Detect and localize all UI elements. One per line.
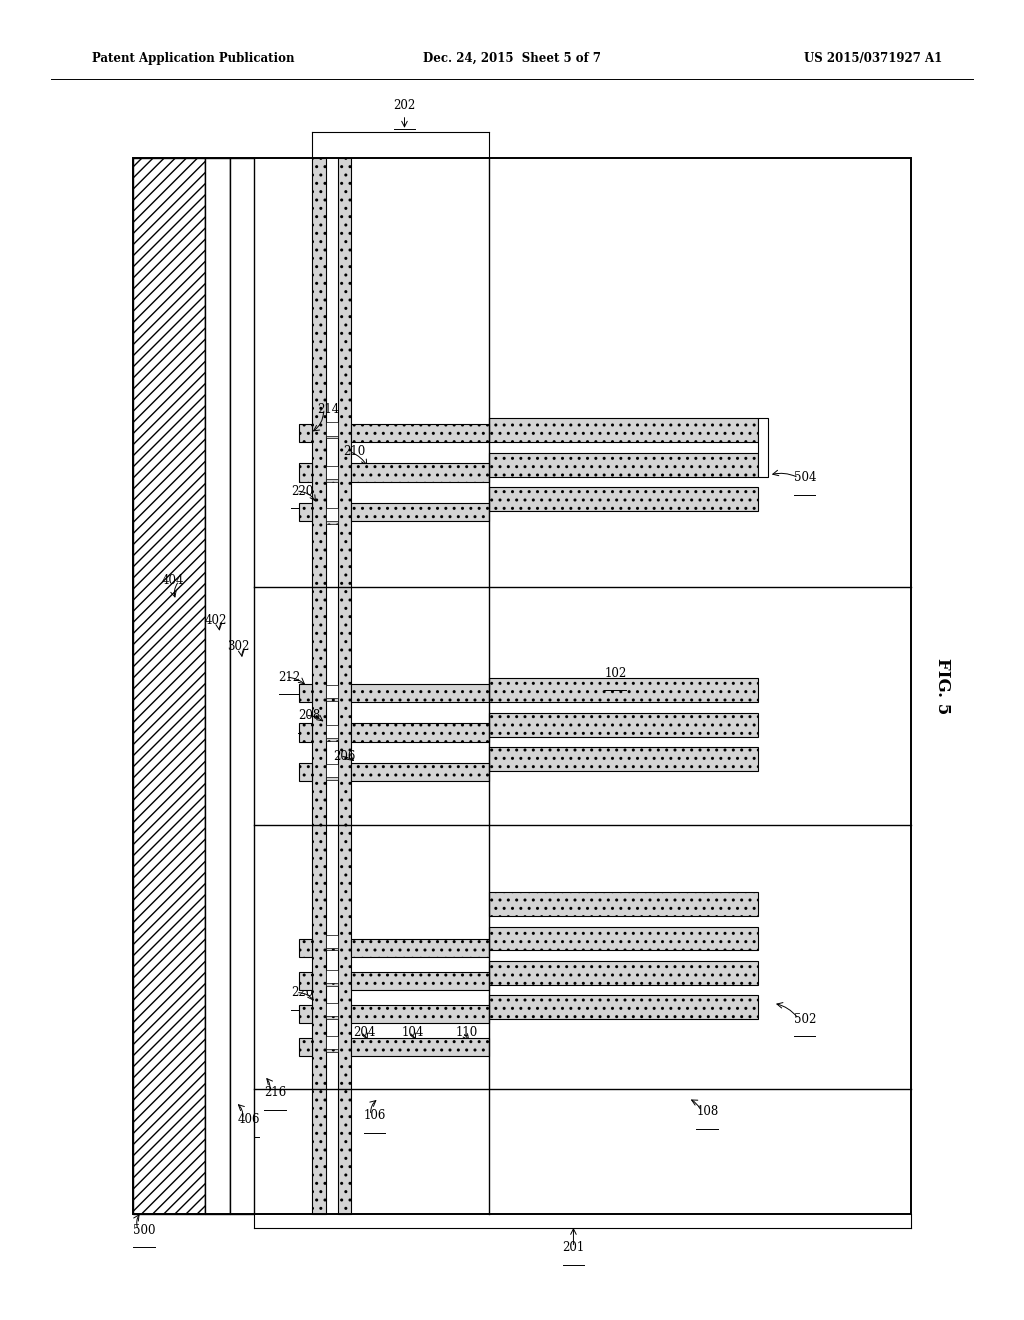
Bar: [326, 466, 338, 479]
Bar: [489, 892, 758, 916]
Bar: [326, 970, 338, 983]
Bar: [299, 723, 312, 742]
Bar: [299, 503, 312, 521]
Text: 202: 202: [393, 99, 416, 112]
Text: 214: 214: [317, 403, 340, 416]
Text: 302: 302: [227, 640, 250, 653]
Text: 108: 108: [696, 1105, 719, 1118]
Bar: [326, 425, 338, 438]
Bar: [351, 684, 489, 702]
Bar: [489, 678, 758, 702]
Bar: [351, 503, 489, 521]
Bar: [326, 1036, 338, 1049]
Bar: [230, 158, 254, 1214]
Text: 206: 206: [333, 750, 355, 763]
Bar: [351, 723, 489, 742]
Bar: [326, 422, 338, 436]
Text: 402: 402: [205, 614, 227, 627]
Text: 102: 102: [604, 667, 627, 680]
Bar: [326, 685, 338, 698]
Bar: [326, 937, 338, 950]
Bar: [299, 463, 312, 482]
Bar: [489, 747, 758, 771]
Bar: [299, 684, 312, 702]
Bar: [489, 713, 758, 737]
Bar: [326, 511, 338, 524]
Bar: [489, 995, 758, 1019]
Text: 104: 104: [401, 1026, 424, 1039]
Bar: [299, 763, 312, 781]
Bar: [351, 463, 489, 482]
Text: 201: 201: [562, 1241, 585, 1254]
Text: Dec. 24, 2015  Sheet 5 of 7: Dec. 24, 2015 Sheet 5 of 7: [423, 51, 601, 65]
Text: 204: 204: [353, 1026, 376, 1039]
Bar: [326, 727, 338, 741]
Bar: [299, 1005, 312, 1023]
Bar: [489, 487, 758, 511]
Bar: [326, 688, 338, 701]
Bar: [312, 158, 326, 1214]
Bar: [133, 158, 911, 1214]
Bar: [338, 158, 351, 1214]
Bar: [351, 763, 489, 781]
Bar: [351, 1038, 489, 1056]
Bar: [299, 939, 312, 957]
Bar: [326, 973, 338, 986]
Text: 210: 210: [343, 445, 366, 458]
Bar: [326, 508, 338, 521]
Bar: [351, 424, 489, 442]
Bar: [326, 1006, 338, 1019]
Bar: [133, 158, 205, 1214]
Bar: [326, 1039, 338, 1052]
Text: 220: 220: [291, 484, 313, 498]
Bar: [205, 158, 230, 1214]
Bar: [758, 418, 768, 477]
Bar: [489, 418, 758, 442]
Bar: [299, 1038, 312, 1056]
Bar: [489, 961, 758, 985]
Text: 216: 216: [264, 1086, 287, 1100]
Text: 406: 406: [238, 1113, 260, 1126]
Bar: [299, 424, 312, 442]
Text: 504: 504: [794, 471, 816, 484]
Text: FIG. 5: FIG. 5: [934, 659, 950, 714]
Text: 110: 110: [456, 1026, 478, 1039]
Bar: [489, 453, 758, 477]
Bar: [351, 972, 489, 990]
Bar: [351, 939, 489, 957]
Bar: [299, 972, 312, 990]
Bar: [326, 1003, 338, 1016]
Text: 106: 106: [364, 1109, 386, 1122]
Text: 220: 220: [291, 986, 313, 999]
Text: 208: 208: [298, 709, 321, 722]
Bar: [326, 767, 338, 780]
Text: 502: 502: [794, 1012, 816, 1026]
Bar: [326, 764, 338, 777]
Bar: [351, 1005, 489, 1023]
Bar: [326, 469, 338, 482]
Text: 500: 500: [133, 1224, 156, 1237]
Bar: [326, 725, 338, 738]
Text: US 2015/0371927 A1: US 2015/0371927 A1: [804, 51, 942, 65]
Text: 212: 212: [279, 671, 301, 684]
Bar: [326, 935, 338, 948]
Text: Patent Application Publication: Patent Application Publication: [92, 51, 295, 65]
Text: 404: 404: [162, 574, 184, 587]
Bar: [489, 927, 758, 950]
